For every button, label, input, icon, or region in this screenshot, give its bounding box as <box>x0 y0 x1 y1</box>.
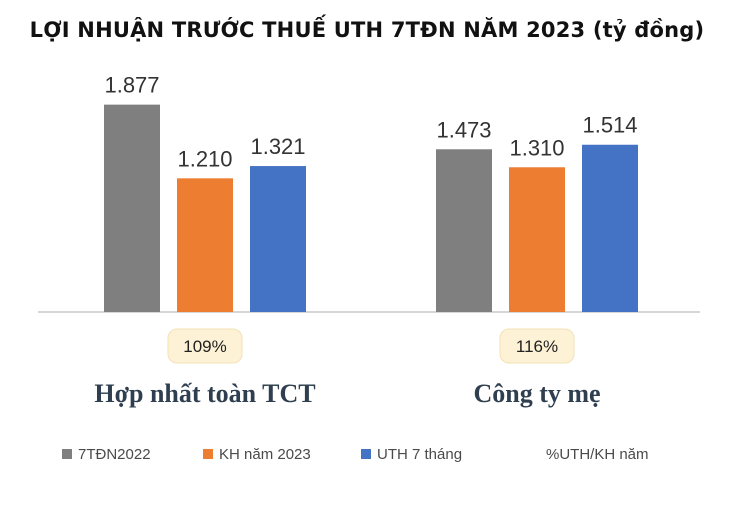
bar <box>250 166 306 312</box>
data-label: 1.877 <box>104 73 159 98</box>
bar <box>582 144 638 312</box>
legend-swatch <box>361 449 371 459</box>
bar <box>509 167 565 312</box>
legend-swatch <box>203 449 213 459</box>
percent-badge <box>499 328 575 364</box>
legend-entry: %UTH/KH năm <box>546 446 649 463</box>
category-tick-label: Công ty mẹ <box>473 379 600 408</box>
percent-label: 109% <box>183 337 226 356</box>
data-label: 1.514 <box>582 113 637 138</box>
bar <box>177 178 233 312</box>
bar <box>104 104 160 312</box>
legend: 7TĐN2022 KH năm 2023 UTH 7 tháng %UTH/KH nă… <box>62 446 649 463</box>
data-label: 1.473 <box>436 117 491 142</box>
legend-entry: KH năm 2023 <box>219 446 311 463</box>
percent-badge <box>167 328 243 364</box>
bar <box>436 149 492 312</box>
data-label: 1.321 <box>250 134 305 159</box>
data-label: 1.210 <box>177 146 232 171</box>
legend-entry: 7TĐN2022 <box>78 446 151 463</box>
plot-area: 1.877 1.210 1.321 109% Hợp nhất toàn TCT 1.47… <box>94 73 638 408</box>
percent-label: 116% <box>516 337 558 356</box>
legend-entry: UTH 7 tháng <box>377 446 462 463</box>
category-tick-label: Hợp nhất toàn TCT <box>94 379 315 408</box>
legend-swatch <box>62 449 72 459</box>
chart-title: LỢI NHUẬN TRƯỚC THUẾ UTH 7TĐN NĂM 2023 (… <box>29 18 705 42</box>
data-label: 1.310 <box>509 135 564 160</box>
